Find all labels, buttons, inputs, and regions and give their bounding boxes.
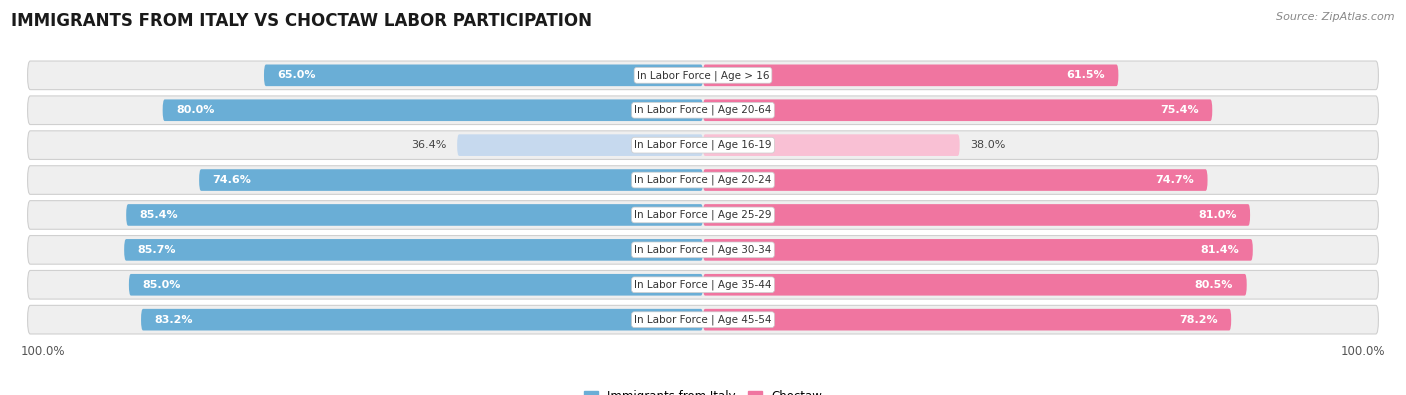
Text: 81.4%: 81.4% bbox=[1201, 245, 1239, 255]
FancyBboxPatch shape bbox=[141, 309, 703, 331]
FancyBboxPatch shape bbox=[457, 134, 703, 156]
FancyBboxPatch shape bbox=[703, 204, 1250, 226]
FancyBboxPatch shape bbox=[28, 166, 1378, 194]
FancyBboxPatch shape bbox=[129, 274, 703, 295]
Text: 85.0%: 85.0% bbox=[142, 280, 181, 290]
FancyBboxPatch shape bbox=[703, 169, 1208, 191]
FancyBboxPatch shape bbox=[703, 64, 1118, 86]
Text: In Labor Force | Age 20-24: In Labor Force | Age 20-24 bbox=[634, 175, 772, 185]
Text: In Labor Force | Age 35-44: In Labor Force | Age 35-44 bbox=[634, 280, 772, 290]
Text: 74.7%: 74.7% bbox=[1156, 175, 1194, 185]
FancyBboxPatch shape bbox=[703, 274, 1247, 295]
FancyBboxPatch shape bbox=[264, 64, 703, 86]
Text: In Labor Force | Age 25-29: In Labor Force | Age 25-29 bbox=[634, 210, 772, 220]
Text: 78.2%: 78.2% bbox=[1180, 315, 1218, 325]
FancyBboxPatch shape bbox=[28, 201, 1378, 229]
FancyBboxPatch shape bbox=[124, 239, 703, 261]
Text: 80.0%: 80.0% bbox=[176, 105, 215, 115]
FancyBboxPatch shape bbox=[28, 61, 1378, 90]
Text: IMMIGRANTS FROM ITALY VS CHOCTAW LABOR PARTICIPATION: IMMIGRANTS FROM ITALY VS CHOCTAW LABOR P… bbox=[11, 12, 592, 30]
Legend: Immigrants from Italy, Choctaw: Immigrants from Italy, Choctaw bbox=[579, 385, 827, 395]
Text: 74.6%: 74.6% bbox=[212, 175, 252, 185]
FancyBboxPatch shape bbox=[28, 271, 1378, 299]
FancyBboxPatch shape bbox=[200, 169, 703, 191]
FancyBboxPatch shape bbox=[28, 131, 1378, 160]
Text: 81.0%: 81.0% bbox=[1198, 210, 1237, 220]
FancyBboxPatch shape bbox=[28, 235, 1378, 264]
Text: 65.0%: 65.0% bbox=[277, 70, 316, 80]
Text: In Labor Force | Age > 16: In Labor Force | Age > 16 bbox=[637, 70, 769, 81]
Text: 100.0%: 100.0% bbox=[21, 345, 65, 358]
Text: 85.7%: 85.7% bbox=[138, 245, 176, 255]
FancyBboxPatch shape bbox=[703, 100, 1212, 121]
Text: In Labor Force | Age 45-54: In Labor Force | Age 45-54 bbox=[634, 314, 772, 325]
Text: 61.5%: 61.5% bbox=[1066, 70, 1105, 80]
Text: 80.5%: 80.5% bbox=[1195, 280, 1233, 290]
FancyBboxPatch shape bbox=[703, 134, 960, 156]
FancyBboxPatch shape bbox=[163, 100, 703, 121]
FancyBboxPatch shape bbox=[28, 96, 1378, 124]
Text: In Labor Force | Age 16-19: In Labor Force | Age 16-19 bbox=[634, 140, 772, 150]
Text: 100.0%: 100.0% bbox=[1341, 345, 1385, 358]
Text: Source: ZipAtlas.com: Source: ZipAtlas.com bbox=[1277, 12, 1395, 22]
Text: 75.4%: 75.4% bbox=[1160, 105, 1199, 115]
Text: 36.4%: 36.4% bbox=[412, 140, 447, 150]
FancyBboxPatch shape bbox=[703, 309, 1232, 331]
Text: 83.2%: 83.2% bbox=[155, 315, 193, 325]
Text: In Labor Force | Age 20-64: In Labor Force | Age 20-64 bbox=[634, 105, 772, 115]
Text: 38.0%: 38.0% bbox=[970, 140, 1005, 150]
FancyBboxPatch shape bbox=[127, 204, 703, 226]
Text: In Labor Force | Age 30-34: In Labor Force | Age 30-34 bbox=[634, 245, 772, 255]
FancyBboxPatch shape bbox=[703, 239, 1253, 261]
Text: 85.4%: 85.4% bbox=[139, 210, 179, 220]
FancyBboxPatch shape bbox=[28, 305, 1378, 334]
